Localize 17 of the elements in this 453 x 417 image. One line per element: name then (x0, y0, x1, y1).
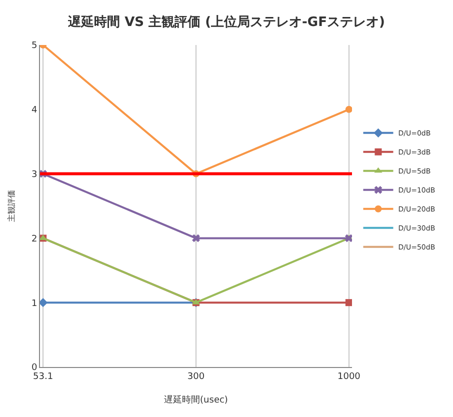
y-tick-label: 5 (31, 41, 38, 52)
y-tick-label: 0 (31, 363, 38, 374)
point (345, 299, 352, 306)
point (344, 234, 352, 242)
x-tick-label: 300 (187, 372, 205, 382)
y-tick-label: 2 (31, 234, 38, 244)
y-tick-label: 3 (31, 170, 38, 180)
y-axis-title: 主観評価 (7, 190, 16, 222)
chart-title: 遅延時間 VS 主観評価 (上位局ステレオ-GFステレオ) (67, 14, 385, 30)
y-tick-label: 1 (31, 298, 38, 309)
x-tick-label: 53.1 (33, 372, 54, 382)
x-axis-title: 遅延時間(usec) (164, 394, 228, 406)
point (192, 234, 200, 242)
point (345, 106, 352, 113)
x-tick-label: 1000 (337, 372, 361, 382)
y-tick-label: 4 (31, 106, 38, 116)
point (40, 298, 48, 308)
